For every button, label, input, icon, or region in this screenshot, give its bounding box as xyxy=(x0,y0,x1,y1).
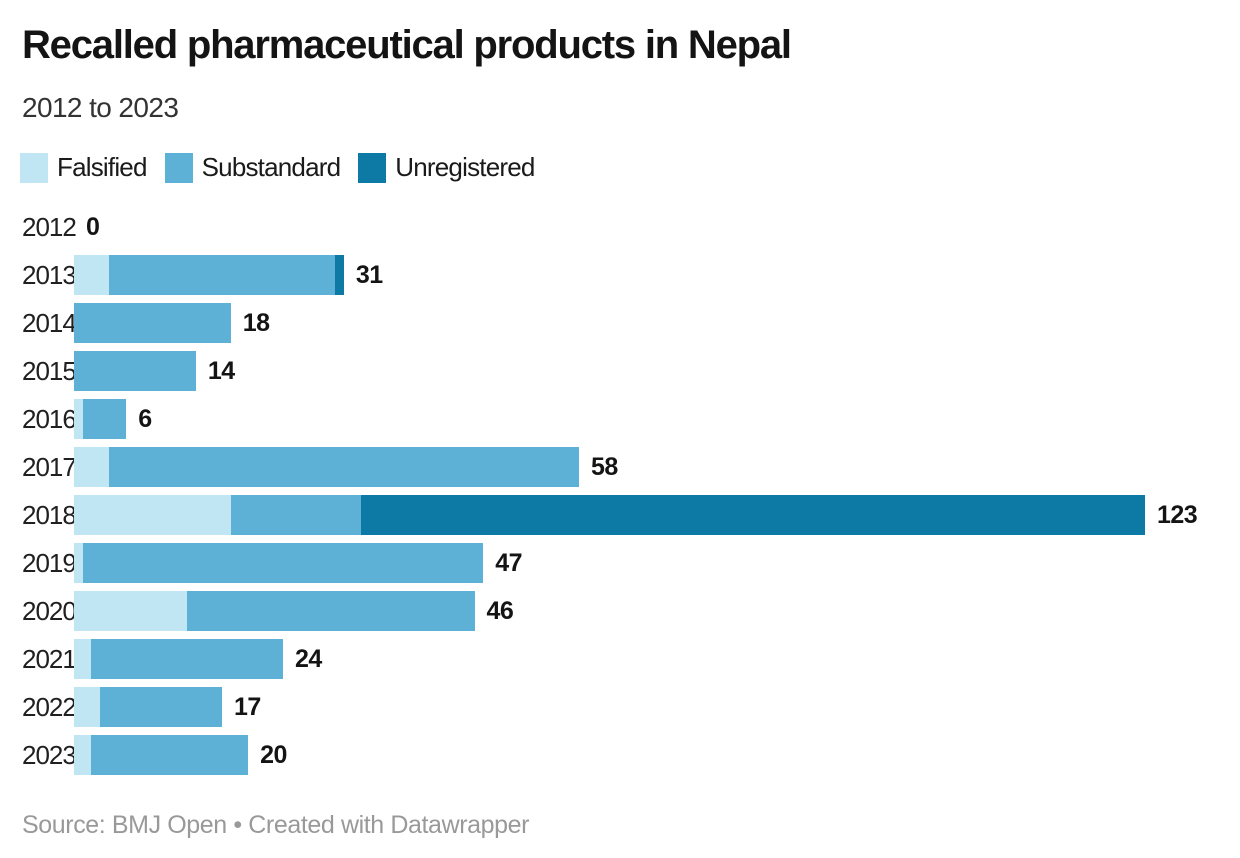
year-label: 2016 xyxy=(22,403,77,434)
bar-2018 xyxy=(74,495,1145,535)
bar-2016 xyxy=(74,399,127,439)
legend-swatch-unregistered xyxy=(358,152,387,183)
chart-row-2015: 2015 14 xyxy=(0,351,1240,391)
chart-row-2012: 2012 0 xyxy=(0,207,1240,247)
bar-2023 xyxy=(74,735,249,775)
bar-2022 xyxy=(74,687,222,727)
year-label: 2021 xyxy=(22,643,77,674)
year-label: 2020 xyxy=(22,595,77,626)
bar-2019 xyxy=(74,543,484,583)
value-label: 0 xyxy=(86,212,100,241)
bar-2020 xyxy=(74,591,475,631)
value-label: 6 xyxy=(138,404,152,433)
chart-row-2019: 2019 47 xyxy=(0,543,1240,583)
chart-row-2013: 2013 31 xyxy=(0,255,1240,295)
chart-row-2014: 2014 18 xyxy=(0,303,1240,343)
year-label: 2013 xyxy=(22,259,77,290)
legend-item-falsified: Falsified xyxy=(20,152,147,183)
year-label: 2014 xyxy=(22,307,77,338)
year-label: 2017 xyxy=(22,451,77,482)
value-label: 46 xyxy=(486,596,514,625)
bar-segment-falsified[interactable] xyxy=(74,639,92,679)
value-label: 18 xyxy=(242,308,270,337)
legend-item-substandard: Substandard xyxy=(164,152,341,183)
bar-segment-substandard[interactable] xyxy=(74,351,196,391)
bar-segment-substandard[interactable] xyxy=(108,447,580,487)
bar-segment-substandard[interactable] xyxy=(187,591,475,631)
legend-item-unregistered: Unregistered xyxy=(358,152,535,183)
value-label: 14 xyxy=(207,356,235,385)
year-label: 2023 xyxy=(22,739,77,770)
bar-segment-falsified[interactable] xyxy=(74,255,109,295)
value-label: 24 xyxy=(294,644,322,673)
chart-title: Recalled pharmaceutical products in Nepa… xyxy=(22,23,792,67)
bar-segment-substandard[interactable] xyxy=(91,639,283,679)
chart-row-2020: 2020 46 xyxy=(0,591,1240,631)
bar-2014 xyxy=(74,303,231,343)
bar-segment-substandard[interactable] xyxy=(82,543,484,583)
bar-segment-substandard[interactable] xyxy=(108,255,336,295)
source-text: Source: BMJ Open xyxy=(22,811,227,839)
year-label: 2018 xyxy=(22,499,77,530)
bar-segment-substandard[interactable] xyxy=(82,399,127,439)
chart-row-2021: 2021 24 xyxy=(0,639,1240,679)
attribution-link[interactable]: Created with Datawrapper xyxy=(248,811,530,839)
year-label: 2019 xyxy=(22,547,77,578)
bar-segment-substandard[interactable] xyxy=(91,735,249,775)
chart-subtitle: 2012 to 2023 xyxy=(22,92,179,123)
legend-label: Unregistered xyxy=(395,152,535,182)
year-label: 2015 xyxy=(22,355,77,386)
bar-2021 xyxy=(74,639,283,679)
bar-segment-falsified[interactable] xyxy=(74,399,83,439)
value-label: 31 xyxy=(355,260,383,289)
bar-segment-unregistered[interactable] xyxy=(335,255,344,295)
chart-row-2016: 2016 6 xyxy=(0,399,1240,439)
chart-row-2017: 2017 58 xyxy=(0,447,1240,487)
legend: Falsified Substandard Unregistered xyxy=(0,124,1240,183)
bar-segment-falsified[interactable] xyxy=(74,495,231,535)
bar-segment-unregistered[interactable] xyxy=(361,495,1145,535)
legend-swatch-falsified xyxy=(20,152,48,183)
legend-label: Substandard xyxy=(201,152,341,182)
bar-segment-falsified[interactable] xyxy=(74,543,83,583)
bar-chart: 2012 0 2013 31 2014 18 2015 14 2016 6 2017 58 2018 12… xyxy=(0,207,1240,775)
bar-segment-substandard[interactable] xyxy=(100,687,222,727)
bar-2015 xyxy=(74,351,196,391)
year-label: 2022 xyxy=(22,691,77,722)
value-label: 123 xyxy=(1156,500,1198,529)
bar-segment-substandard[interactable] xyxy=(74,303,231,343)
chart-row-2018: 2018 123 xyxy=(0,495,1240,535)
value-label: 58 xyxy=(591,452,618,481)
bar-segment-falsified[interactable] xyxy=(74,687,101,727)
year-label: 2012 xyxy=(22,211,77,242)
value-label: 47 xyxy=(495,548,523,577)
bar-segment-falsified[interactable] xyxy=(74,447,109,487)
footer-separator: • xyxy=(233,811,242,839)
bar-segment-substandard[interactable] xyxy=(230,495,362,535)
legend-swatch-substandard xyxy=(164,152,193,183)
chart-row-2022: 2022 17 xyxy=(0,687,1240,727)
value-label: 17 xyxy=(234,692,261,721)
legend-label: Falsified xyxy=(57,152,147,182)
bar-segment-falsified[interactable] xyxy=(74,591,188,631)
value-label: 20 xyxy=(260,740,287,769)
bar-2017 xyxy=(74,447,580,487)
bar-2013 xyxy=(74,255,344,295)
footer: Source: BMJ Open • Created with Datawrap… xyxy=(22,811,529,840)
bar-segment-falsified[interactable] xyxy=(74,735,92,775)
chart-row-2023: 2023 20 xyxy=(0,735,1240,775)
